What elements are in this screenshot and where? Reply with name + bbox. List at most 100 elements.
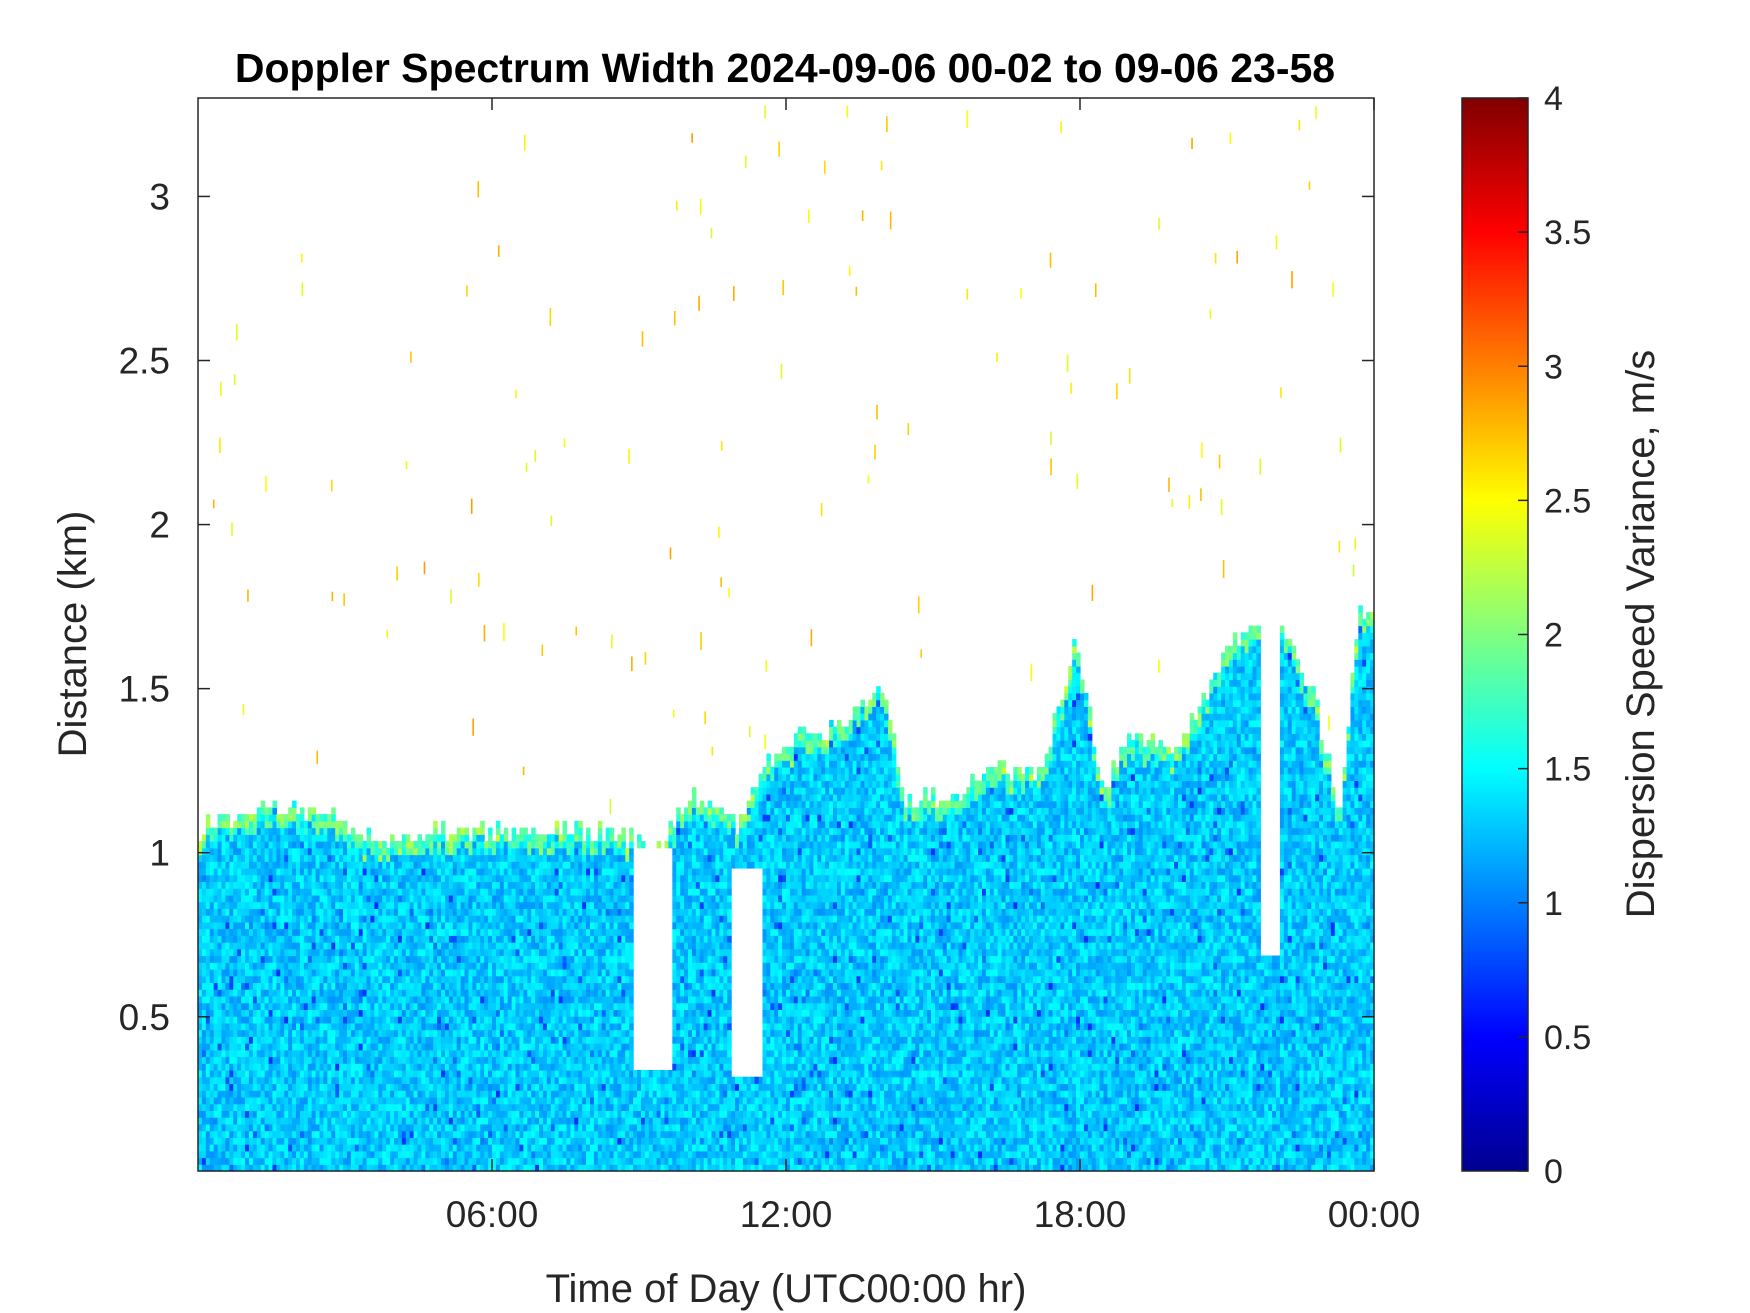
- heatmap-cell: [260, 975, 266, 984]
- heatmap-cell: [366, 888, 372, 896]
- heatmap-cell: [511, 1150, 517, 1159]
- heatmap-cell: [288, 1002, 293, 1010]
- heatmap-cell: [268, 874, 274, 883]
- heatmap-cell: [499, 1144, 505, 1152]
- heatmap-cell: [354, 854, 360, 862]
- heatmap-cell: [284, 1103, 289, 1111]
- heatmap-cell: [288, 861, 293, 869]
- heatmap-cell: [296, 827, 301, 835]
- heatmap-cell: [488, 1123, 493, 1132]
- heatmap-cell: [476, 1029, 481, 1037]
- heatmap-cell: [495, 894, 501, 903]
- heatmap-cell: [339, 1123, 344, 1132]
- heatmap-cell: [343, 847, 348, 856]
- heatmap-cell: [268, 962, 274, 970]
- heatmap-cell: [472, 982, 477, 990]
- heatmap-cell: [245, 1137, 250, 1145]
- heatmap-cell: [448, 962, 454, 970]
- heatmap-cell: [245, 1130, 250, 1138]
- heatmap-cell: [562, 948, 568, 957]
- heatmap-cell: [527, 915, 532, 923]
- heatmap-cell: [350, 861, 356, 869]
- heatmap-cell: [276, 1137, 281, 1145]
- heatmap-cell: [241, 1157, 246, 1165]
- heatmap-cell: [276, 995, 281, 1004]
- heatmap-cell: [535, 989, 540, 997]
- heatmap-cell: [433, 1016, 438, 1024]
- heatmap-cell: [315, 928, 321, 936]
- heatmap-cell: [464, 1137, 470, 1145]
- heatmap-cell: [519, 1016, 524, 1024]
- heatmap-cell: [405, 1130, 411, 1138]
- heatmap-cell: [288, 1049, 293, 1058]
- heatmap-cell: [519, 1150, 524, 1159]
- heatmap-cell: [264, 1123, 270, 1132]
- heatmap-cell: [303, 1117, 309, 1125]
- heatmap-cell: [570, 1090, 575, 1098]
- heatmap-cell: [448, 921, 454, 930]
- heatmap-cell: [343, 834, 348, 842]
- heatmap-cell: [370, 1137, 375, 1145]
- heatmap-cell: [245, 962, 250, 970]
- heatmap-cell: [507, 1043, 513, 1051]
- heatmap-cell: [515, 915, 521, 923]
- heatmap-cell: [523, 1070, 528, 1078]
- heatmap-cell: [574, 847, 579, 856]
- heatmap-cell: [213, 915, 219, 923]
- heatmap-cell: [378, 1144, 383, 1152]
- heatmap-cell: [319, 1137, 325, 1145]
- heatmap-cell: [441, 854, 446, 862]
- heatmap-cell: [488, 874, 493, 883]
- heatmap-cell: [346, 989, 352, 997]
- heatmap-cell: [495, 948, 501, 957]
- heatmap-cell: [472, 1103, 477, 1111]
- heatmap-cell: [370, 841, 375, 849]
- heatmap-cell: [523, 1137, 528, 1145]
- heatmap-cell: [268, 975, 274, 984]
- heatmap-cell: [554, 908, 560, 916]
- heatmap-cell: [476, 1009, 481, 1017]
- heatmap-cell: [382, 894, 387, 903]
- heatmap-cell: [213, 935, 219, 943]
- heatmap-cell: [574, 1130, 579, 1138]
- heatmap-cell: [527, 888, 532, 896]
- heatmap-cell: [201, 921, 207, 930]
- heatmap-cell: [303, 935, 309, 943]
- heatmap-cell: [546, 1002, 552, 1010]
- heatmap-cell: [307, 955, 313, 963]
- heatmap-cell: [252, 995, 258, 1004]
- heatmap-cell: [378, 894, 383, 903]
- heatmap-cell: [523, 847, 528, 856]
- heatmap-cell: [260, 1110, 266, 1118]
- heatmap-cell: [503, 908, 509, 916]
- heatmap-cell: [315, 1137, 321, 1145]
- heatmap-cell: [574, 995, 579, 1004]
- heatmap-cell: [495, 975, 501, 984]
- heatmap-cell: [472, 867, 477, 876]
- heatmap-cell: [480, 942, 485, 950]
- heatmap-cell: [574, 827, 579, 835]
- heatmap-cell: [209, 841, 215, 849]
- heatmap-cell: [546, 888, 552, 896]
- heatmap-cell: [480, 975, 485, 984]
- heatmap-cell: [252, 881, 258, 889]
- heatmap-cell: [425, 1150, 430, 1159]
- heatmap-cell: [484, 982, 489, 990]
- heatmap-cell: [472, 861, 477, 869]
- heatmap-cell: [229, 1144, 234, 1152]
- heatmap-cell: [468, 1130, 473, 1138]
- heatmap-cell: [570, 1049, 575, 1058]
- heatmap-cell: [366, 1137, 372, 1145]
- heatmap-cell: [409, 881, 415, 889]
- heatmap-cell: [531, 888, 536, 896]
- heatmap-cell: [252, 1009, 258, 1017]
- heatmap-cell: [296, 1096, 301, 1105]
- heatmap-cell: [390, 1123, 395, 1132]
- heatmap-cell: [366, 1117, 372, 1125]
- heatmap-cell: [499, 1076, 505, 1085]
- heatmap-cell: [566, 1016, 571, 1024]
- heatmap-cell: [441, 955, 446, 963]
- heatmap-cell: [519, 995, 524, 1004]
- heatmap-cell: [433, 1063, 438, 1071]
- heatmap-cell: [562, 1036, 568, 1044]
